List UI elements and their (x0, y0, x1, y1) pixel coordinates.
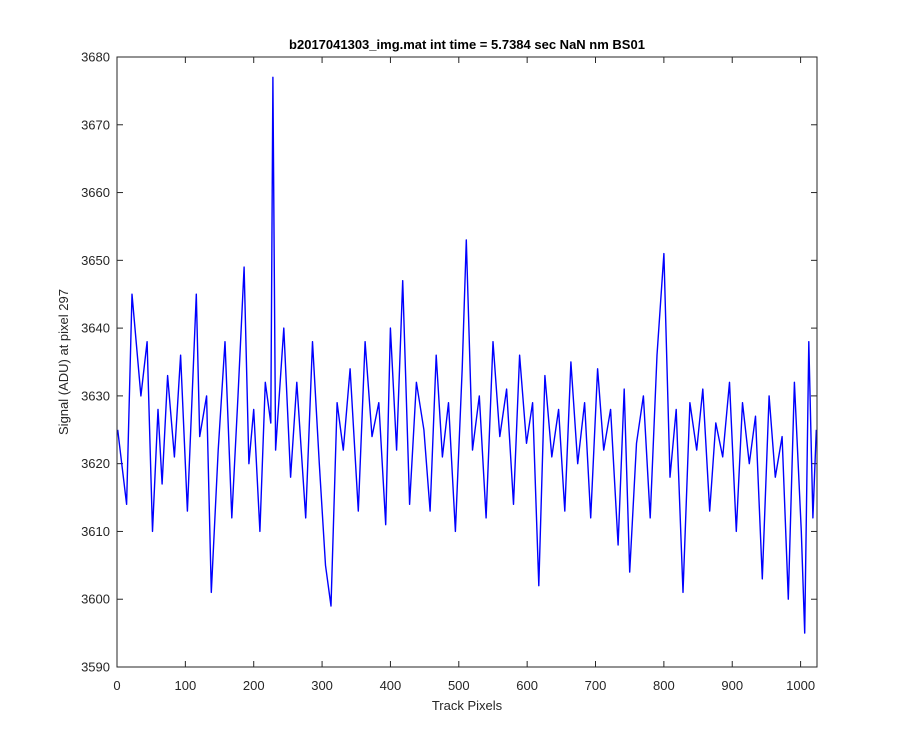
x-tick-label: 0 (113, 678, 120, 693)
plot-frame (116, 56, 818, 668)
axis-ticks: 0 100 200 300 400 500 600 700 800 900 1000 3590 3600… (81, 50, 817, 693)
x-tick-label: 100 (175, 678, 197, 693)
x-axis-label: Track Pixels (432, 698, 503, 713)
y-tick-label: 3620 (81, 456, 110, 471)
chart-title: b2017041303_img.mat int time = 5.7384 se… (289, 37, 645, 52)
x-tick-label: 300 (311, 678, 333, 693)
y-tick-label: 3650 (81, 253, 110, 268)
x-tick-label: 200 (243, 678, 265, 693)
x-tick-label: 400 (380, 678, 402, 693)
y-tick-label: 3640 (81, 321, 110, 336)
y-tick-label: 3630 (81, 388, 110, 403)
x-tick-label: 1000 (786, 678, 815, 693)
y-tick-label: 3600 (81, 592, 110, 607)
series-line (117, 76, 817, 634)
x-tick-label: 700 (585, 678, 607, 693)
y-tick-label: 3660 (81, 185, 110, 200)
x-tick-label: 500 (448, 678, 470, 693)
data-series (117, 76, 817, 634)
x-tick-label: 800 (653, 678, 675, 693)
plot-area (117, 57, 817, 667)
y-axis-label: Signal (ADU) at pixel 297 (56, 289, 71, 435)
y-tick-label: 3610 (81, 524, 110, 539)
x-tick-label: 900 (721, 678, 743, 693)
y-tick-label: 3670 (81, 117, 110, 132)
x-tick-label: 600 (516, 678, 538, 693)
y-tick-label: 3590 (81, 660, 110, 675)
y-tick-label: 3680 (81, 50, 110, 65)
